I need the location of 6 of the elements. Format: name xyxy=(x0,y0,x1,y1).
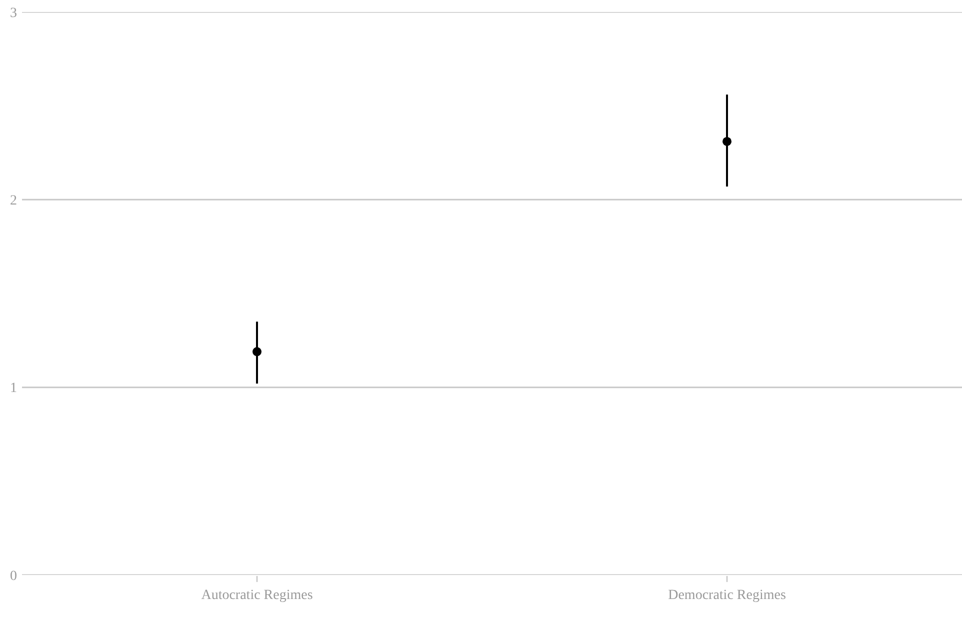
y-tick-label: 0 xyxy=(10,568,17,584)
y-tick-label: 1 xyxy=(10,381,17,396)
y-tick-label: 2 xyxy=(10,194,17,209)
y-tick-label: 3 xyxy=(10,6,17,21)
x-tick-label: Democratic Regimes xyxy=(668,588,786,603)
x-tick-label: Autocratic Regimes xyxy=(201,588,313,603)
